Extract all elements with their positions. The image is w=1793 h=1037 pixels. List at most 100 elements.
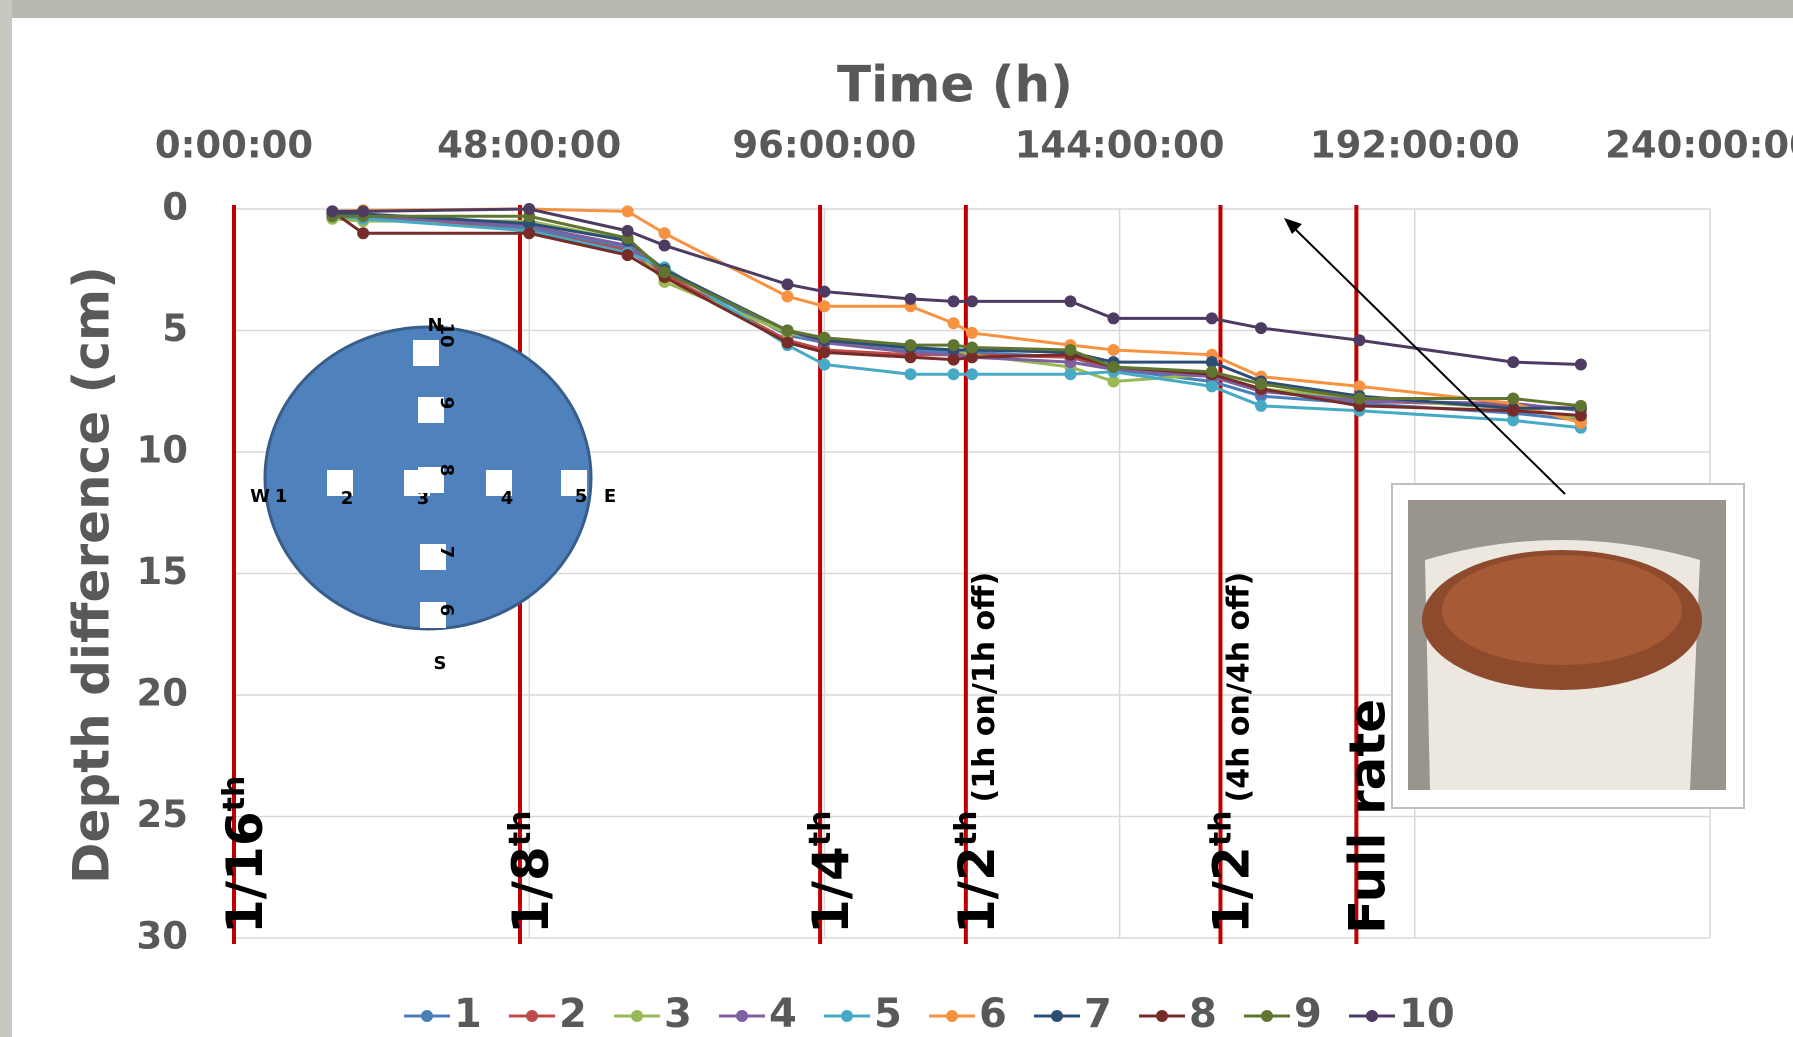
sensor-label: 6 <box>436 604 457 617</box>
left-strip <box>0 0 12 1037</box>
compass-label: N <box>427 315 442 336</box>
point <box>947 339 960 352</box>
point <box>523 227 536 240</box>
point <box>1107 343 1120 356</box>
point <box>1107 375 1120 388</box>
sensor-square <box>420 544 446 570</box>
point <box>818 346 831 359</box>
phase-label: Full rate <box>1338 699 1396 934</box>
legend-label: 8 <box>1189 991 1217 1037</box>
point <box>1255 377 1268 390</box>
point <box>781 336 794 349</box>
phase-sup: th <box>1203 810 1238 846</box>
legend-label: 9 <box>1294 991 1322 1037</box>
point <box>1107 360 1120 373</box>
y-tick-label: 5 <box>162 307 188 350</box>
point <box>658 227 671 240</box>
legend-label: 7 <box>1084 991 1112 1037</box>
phase-text: 1/4 <box>802 846 860 934</box>
legend-marker <box>526 1010 538 1022</box>
point <box>1507 356 1520 369</box>
point <box>966 295 978 308</box>
sensor-label: 7 <box>436 546 457 559</box>
photo <box>1391 483 1745 809</box>
phase-label: 1/2th (4h on/4h off) <box>1202 572 1260 934</box>
point <box>621 224 634 237</box>
phase-text: 1/2 <box>948 846 1006 934</box>
sensor-label: 2 <box>341 488 354 509</box>
point <box>818 285 831 298</box>
phase-note: (1h on/1h off) <box>967 572 1002 803</box>
point <box>1255 399 1268 412</box>
legend-marker <box>631 1010 643 1022</box>
point <box>1574 409 1587 422</box>
point <box>904 339 917 352</box>
sensor-square <box>486 470 512 496</box>
phase-sup: th <box>949 810 984 846</box>
phase-text: 1/8 <box>502 846 560 934</box>
x-tick-label: 48:00:00 <box>437 124 621 167</box>
point <box>1205 312 1218 325</box>
legend-marker <box>1261 1010 1273 1022</box>
legend-marker <box>1366 1010 1378 1022</box>
sensor-label: 10 <box>436 322 457 347</box>
point <box>1353 380 1366 393</box>
legend-label: 3 <box>664 991 692 1037</box>
point <box>1255 322 1268 335</box>
phase-sup: th <box>803 810 838 846</box>
point <box>523 203 536 215</box>
phase-label: 1/8th <box>502 810 560 934</box>
legend-label: 1 <box>454 991 482 1037</box>
phase-sup: th <box>503 810 538 846</box>
point <box>1353 334 1366 347</box>
point <box>947 295 960 308</box>
sensor-label: 3 <box>417 488 430 509</box>
point <box>1064 343 1077 356</box>
compass-label: E <box>604 486 616 507</box>
legend-label: 5 <box>874 991 902 1037</box>
point <box>1064 295 1077 308</box>
y-tick-label: 30 <box>137 915 189 958</box>
point <box>781 290 794 303</box>
arrow-head <box>1284 218 1302 234</box>
x-axis-title: Time (h) <box>837 56 1073 114</box>
point <box>1205 365 1218 378</box>
point <box>966 326 978 339</box>
sensor-label: 5 <box>575 486 588 507</box>
sensor-square <box>418 397 444 423</box>
point <box>818 300 831 313</box>
photo-soil-top <box>1442 555 1682 665</box>
point <box>1205 356 1218 369</box>
point <box>357 227 370 240</box>
point <box>966 341 978 354</box>
sensor-square <box>418 467 444 493</box>
legend-marker <box>1051 1010 1063 1022</box>
legend-marker <box>946 1010 958 1022</box>
point <box>621 205 634 218</box>
legend-marker <box>841 1010 853 1022</box>
point <box>621 249 634 262</box>
sensor-label: 8 <box>436 464 457 477</box>
sensor-square <box>413 340 439 366</box>
legend-label: 6 <box>979 991 1007 1037</box>
point <box>357 205 370 218</box>
sensor-square <box>561 470 587 496</box>
arrow-line <box>1291 225 1566 495</box>
point <box>947 317 960 330</box>
x-tick-label: 96:00:00 <box>732 124 916 167</box>
phase-label: 1/2th (1h on/1h off) <box>948 572 1006 934</box>
x-tick-label: 0:00:00 <box>155 124 313 167</box>
point <box>818 358 831 371</box>
point <box>947 353 960 366</box>
legend-marker <box>1156 1010 1168 1022</box>
point <box>658 239 671 252</box>
phase-text: Full rate <box>1338 699 1396 934</box>
point <box>326 205 339 218</box>
point <box>818 331 831 344</box>
y-tick-label: 0 <box>162 186 188 229</box>
point <box>966 368 978 381</box>
point <box>1205 380 1218 393</box>
point <box>1353 392 1366 405</box>
point <box>1507 392 1520 405</box>
y-tick-label: 20 <box>137 672 189 715</box>
